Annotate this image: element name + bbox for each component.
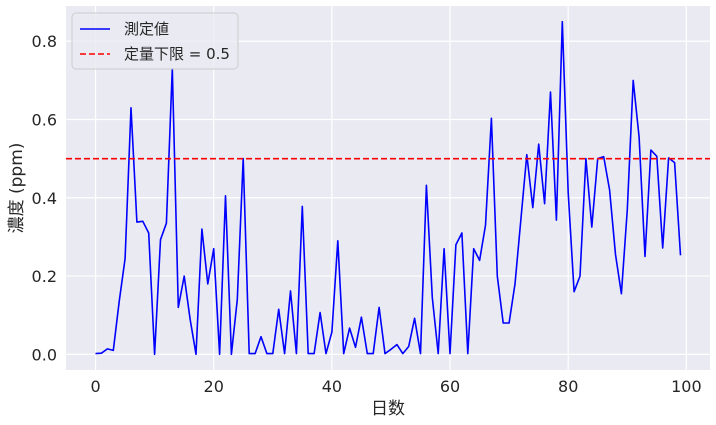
- y-tick-labels: 0.0 0.2 0.4 0.6 0.8: [32, 32, 57, 364]
- x-tick-label: 20: [204, 377, 224, 396]
- x-tick-label: 60: [440, 377, 460, 396]
- grid-lines: [66, 6, 710, 370]
- x-tick-label: 40: [322, 377, 342, 396]
- y-tick-label: 0.4: [32, 189, 57, 208]
- y-tick-label: 0.2: [32, 267, 57, 286]
- legend-label-measured: 測定値: [124, 20, 169, 38]
- legend-label-loq: 定量下限 = 0.5: [124, 45, 230, 63]
- y-tick-label: 0.6: [32, 111, 57, 130]
- legend: 測定値 定量下限 = 0.5: [71, 12, 239, 70]
- x-axis-label: 日数: [371, 399, 405, 419]
- measured-series-line: [95, 20, 682, 356]
- y-axis-label: 濃度 (ppm): [7, 143, 27, 234]
- x-tick-labels: 0 20 40 60 80 100: [90, 377, 701, 396]
- y-tick-label: 0.0: [32, 345, 57, 364]
- x-tick-label: 80: [558, 377, 578, 396]
- x-tick-label: 0: [90, 377, 100, 396]
- y-tick-label: 0.8: [32, 32, 57, 51]
- legend-box: [71, 12, 239, 70]
- x-tick-label: 100: [671, 377, 702, 396]
- series-layer: [66, 20, 710, 356]
